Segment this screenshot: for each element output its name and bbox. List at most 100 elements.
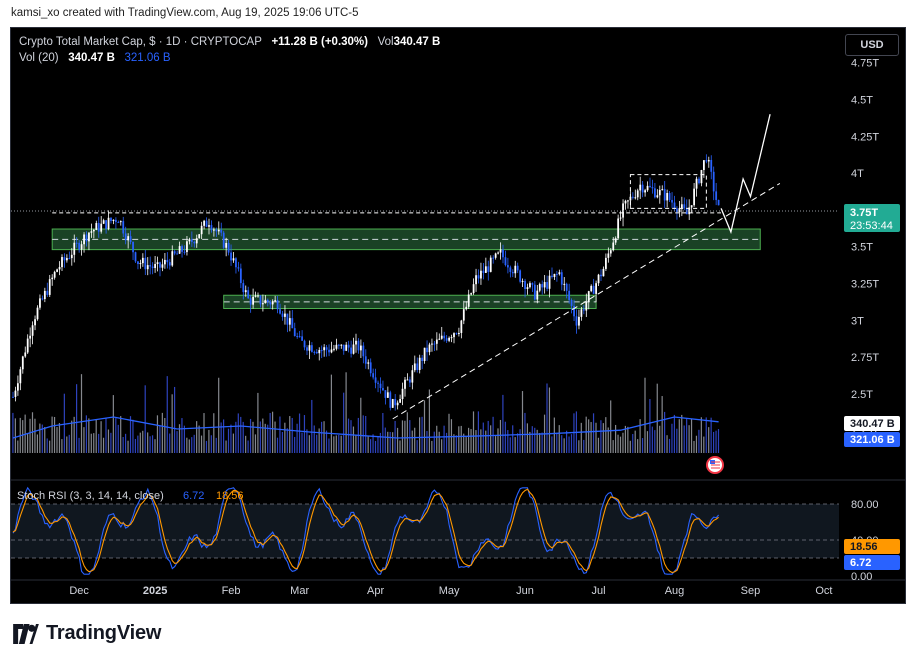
candle-body <box>105 220 107 229</box>
volume-bar <box>558 425 560 453</box>
candle-body <box>100 223 103 232</box>
volume-bar <box>406 412 408 453</box>
candle-body <box>355 340 357 345</box>
volume-bar <box>480 429 482 453</box>
candle-body <box>171 251 174 266</box>
legend-volume-line: Vol (20) 340.47 B 321.06 B <box>19 52 171 64</box>
candle-body <box>61 257 63 268</box>
volume-bar <box>71 420 73 453</box>
volume-bar <box>536 429 538 453</box>
candle-body <box>546 282 548 289</box>
candle-body <box>90 231 93 233</box>
volume-bar <box>132 419 134 453</box>
candle-body <box>39 298 41 308</box>
candle-body <box>533 284 536 300</box>
candle-body <box>107 217 110 229</box>
us-flag-icon <box>706 456 724 474</box>
candle-body <box>590 285 593 292</box>
volume-bar <box>676 428 678 453</box>
rsi-d-badge: 18.56 <box>850 541 878 553</box>
candle-body <box>556 273 558 275</box>
vol20-label[interactable]: Vol (20) <box>19 52 59 64</box>
volume-bar <box>409 420 411 453</box>
candle-body <box>477 275 480 279</box>
candle-body <box>357 340 360 351</box>
candle-body <box>173 251 176 254</box>
legend-symbol-line: Crypto Total Market Cap, $ · 1D · CRYPTO… <box>19 36 440 48</box>
candle-body <box>269 302 272 305</box>
volume-bar <box>220 422 222 453</box>
candle-body <box>472 284 475 294</box>
y-tick-label: 4.25T <box>851 131 879 143</box>
candle-body <box>475 275 477 285</box>
volume-bar <box>372 434 374 453</box>
candle-body <box>337 344 340 346</box>
candle-body <box>259 295 262 305</box>
candle-body <box>208 225 210 227</box>
candle-body <box>597 274 600 284</box>
vol-label: Vol <box>377 36 394 48</box>
candle-body <box>570 300 573 306</box>
candle-body <box>416 363 419 370</box>
candle-body <box>298 336 301 338</box>
volume-bar <box>230 424 232 453</box>
candle-body <box>186 241 188 253</box>
volume-bar <box>151 435 154 453</box>
volume-bar <box>600 420 602 453</box>
rsi-k-value: 6.72 <box>183 490 204 502</box>
candle-body <box>445 338 448 341</box>
chart-frame[interactable]: Stoch RSI (3, 3, 14, 14, close) 6.72 18.56… <box>10 27 906 604</box>
volume-bar <box>681 414 683 453</box>
volume-bar <box>313 425 315 453</box>
y-tick-label: 2.75T <box>851 352 879 364</box>
chart-canvas[interactable]: Stoch RSI (3, 3, 14, 14, close) 6.72 18.56… <box>11 28 906 604</box>
candle-body <box>698 178 700 184</box>
volume-bar <box>235 421 237 453</box>
volume-bar <box>247 440 249 453</box>
volume-bar <box>529 431 531 453</box>
volume-bar <box>203 413 205 453</box>
candle-body <box>296 336 299 338</box>
volume-bar <box>379 432 381 453</box>
volume-bar <box>443 425 445 453</box>
tradingview-logo[interactable]: TradingView <box>12 622 161 645</box>
volume-bar <box>210 435 212 453</box>
candle-body <box>639 184 642 191</box>
candle-body <box>431 343 433 345</box>
candle-body <box>36 307 39 320</box>
candle-body <box>678 208 681 213</box>
candle-body <box>303 340 306 348</box>
candle-body <box>213 229 215 231</box>
volume-bar <box>703 436 705 453</box>
tradingview-logo-icon <box>13 623 39 644</box>
volume-bar <box>514 437 516 453</box>
volume-bar <box>164 418 166 453</box>
volume-bar <box>117 424 119 453</box>
volume-bar <box>477 411 479 453</box>
volume-bar <box>561 435 563 453</box>
candle-body <box>438 338 441 340</box>
currency-button[interactable]: USD <box>845 34 899 56</box>
volume-bar <box>323 421 325 453</box>
candle-body <box>21 356 24 370</box>
candle-body <box>318 350 321 354</box>
candle-body <box>188 239 191 242</box>
volume-bar <box>198 425 200 453</box>
volume-bar <box>144 385 146 453</box>
volume-bar <box>213 413 215 453</box>
volume-bar <box>355 435 357 453</box>
symbol-name[interactable]: Crypto Total Market Cap, $ · 1D · CRYPTO… <box>19 36 262 48</box>
volume-bar <box>249 418 252 453</box>
candle-body <box>286 313 289 325</box>
candle-body <box>26 338 29 353</box>
volume-bar <box>384 427 386 453</box>
price-change: +11.28 B (+0.30%) <box>271 36 368 48</box>
candle-body <box>600 274 602 277</box>
volume-bar <box>382 413 384 453</box>
volume-bar <box>715 430 717 453</box>
candle-body <box>391 399 394 408</box>
rsi-axis-label: 0.00 <box>851 571 872 583</box>
volume-bar <box>350 420 352 453</box>
volume-bar <box>482 422 484 453</box>
volume-bar <box>343 392 345 453</box>
